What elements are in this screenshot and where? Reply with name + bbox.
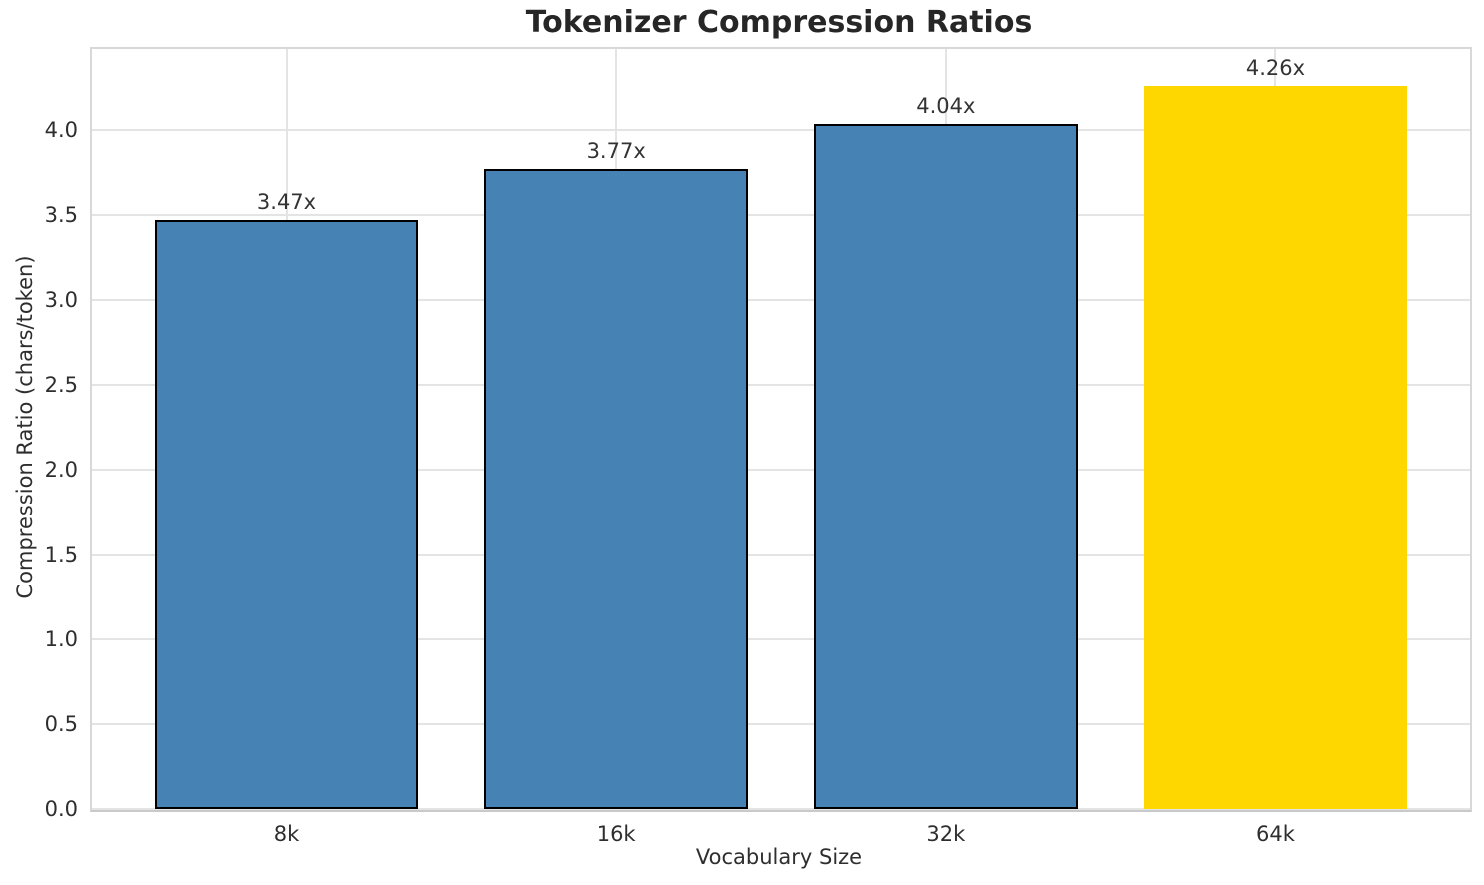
y-axis-label: Compression Ratio (chars/token) bbox=[13, 255, 37, 599]
y-tick-label: 2.0 bbox=[44, 457, 78, 482]
bar-value-label: 4.26x bbox=[1245, 56, 1306, 81]
chart-title: Tokenizer Compression Ratios bbox=[525, 5, 1033, 40]
bar-value-label: 3.47x bbox=[256, 190, 317, 215]
bar-value-label: 4.04x bbox=[916, 93, 976, 118]
x-axis-label: Vocabulary Size bbox=[695, 845, 863, 869]
bar-8k bbox=[154, 220, 419, 809]
y-tick-label: 1.0 bbox=[44, 627, 78, 652]
gridline-horizontal bbox=[92, 553, 1470, 556]
gridline-horizontal bbox=[92, 723, 1470, 726]
x-tick-label: 16k bbox=[596, 822, 636, 846]
gridline-horizontal bbox=[92, 299, 1470, 302]
bar-32k bbox=[813, 123, 1078, 809]
gridline-horizontal bbox=[92, 808, 1470, 810]
plot-area: 0.0 0.5 1.0 1.5 2.0 2.5 3.0 3.5 4.0 3.47x 8k 3.77x 1… bbox=[45, 47, 1472, 846]
bar-16k bbox=[484, 169, 749, 809]
gridline-horizontal bbox=[92, 468, 1470, 471]
x-tick-label: 64k bbox=[1256, 822, 1295, 846]
y-tick-label: 3.0 bbox=[44, 288, 78, 313]
x-tick-label: 32k bbox=[926, 822, 966, 846]
gridline-horizontal bbox=[92, 383, 1470, 386]
y-tick-label: 3.5 bbox=[44, 203, 78, 228]
y-tick-label: 0.0 bbox=[44, 797, 78, 821]
bar-64k bbox=[1143, 86, 1408, 809]
y-tick-label: 1.5 bbox=[44, 542, 78, 567]
y-tick-label: 2.5 bbox=[44, 372, 78, 397]
x-tick-label: 8k bbox=[273, 822, 300, 846]
gridline-horizontal bbox=[92, 129, 1470, 132]
bar-value-label: 3.77x bbox=[586, 139, 646, 164]
gridline-horizontal bbox=[92, 638, 1470, 641]
y-tick-label: 0.5 bbox=[44, 712, 78, 737]
y-tick-label: 4.0 bbox=[44, 118, 78, 143]
gridline-horizontal bbox=[92, 214, 1470, 217]
